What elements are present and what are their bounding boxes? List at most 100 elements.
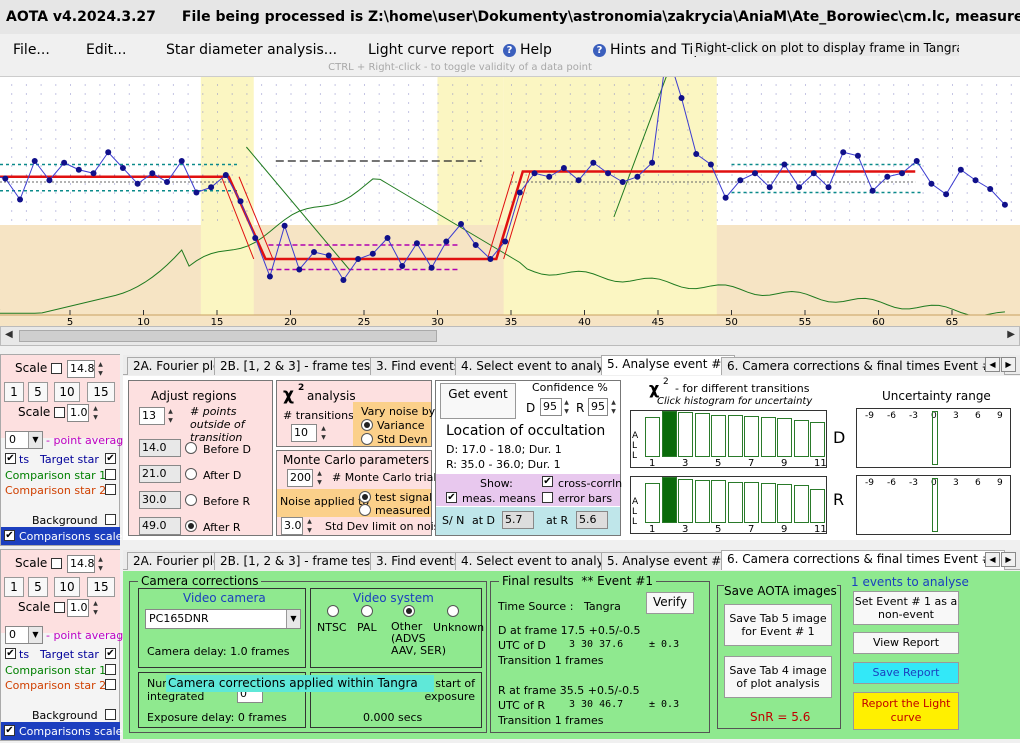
scale2-checkbox-2[interactable] xyxy=(54,602,65,613)
histogram-bar[interactable] xyxy=(777,483,792,523)
scale-input[interactable]: 14.8 xyxy=(67,360,95,378)
histogram-bar[interactable] xyxy=(645,416,660,457)
tab-camera-corrections[interactable]: 6. Camera corrections & final times Even… xyxy=(721,357,1006,375)
scale2-checkbox[interactable] xyxy=(54,407,65,418)
menu-file[interactable]: File... xyxy=(13,42,50,58)
histogram-bar[interactable] xyxy=(744,416,759,457)
before-r-input[interactable]: 30.0 xyxy=(139,491,181,509)
histogram-bar[interactable] xyxy=(777,418,792,457)
measured-radio[interactable] xyxy=(359,504,371,516)
confidence-d-input[interactable]: 95 xyxy=(540,398,562,416)
point-button-10b[interactable]: 10 xyxy=(54,577,80,597)
histogram-bar[interactable] xyxy=(711,480,726,523)
tab-next-icon[interactable]: ▶ xyxy=(1001,552,1016,567)
comps-scaled-checkbox[interactable] xyxy=(4,530,15,541)
histogram-bar[interactable] xyxy=(678,478,693,523)
point-button-5b[interactable]: 5 xyxy=(28,577,48,597)
other-radio[interactable] xyxy=(403,605,415,617)
target-show-checkbox[interactable] xyxy=(105,453,116,464)
histogram-bar[interactable] xyxy=(760,417,776,457)
variance-radio[interactable] xyxy=(361,419,373,431)
scroll-left-icon[interactable]: ◀ xyxy=(5,329,13,340)
scrollbar-thumb[interactable] xyxy=(19,330,437,342)
confidence-r-input[interactable]: 95 xyxy=(588,398,608,416)
after-r-input[interactable]: 49.0 xyxy=(139,517,181,535)
histogram-bar[interactable] xyxy=(793,419,809,457)
comps-scaled-checkbox-2[interactable] xyxy=(4,725,15,736)
background-checkbox[interactable] xyxy=(105,514,116,525)
transitions-spinner[interactable]: ▲ ▼ xyxy=(321,425,326,441)
scale2-input[interactable]: 1.00 xyxy=(67,404,89,422)
error-bars-checkbox[interactable] xyxy=(542,492,553,503)
save-report-button[interactable]: Save Report xyxy=(853,662,959,684)
histogram-bar[interactable] xyxy=(810,422,825,457)
view-report-button[interactable]: View Report xyxy=(853,632,959,654)
light-curve-plot[interactable]: 5 10 15 20 25 30 35 40 45 50 55 60 65 xyxy=(0,76,1020,326)
std-devn-radio[interactable] xyxy=(361,433,373,445)
mc-trials-spinner[interactable]: ▲ ▼ xyxy=(317,470,322,486)
tab-fourier-2[interactable]: 2A. Fourier plot xyxy=(127,552,232,570)
histogram-bar[interactable] xyxy=(711,414,726,457)
comp1-checkbox-2[interactable] xyxy=(105,664,116,675)
before-d-input[interactable]: 14.0 xyxy=(139,439,181,457)
before-d-radio[interactable] xyxy=(185,442,197,454)
tab-analyse-event[interactable]: 5. Analyse event #1 xyxy=(601,355,735,375)
points-outside-input[interactable]: 13 xyxy=(139,407,165,425)
menu-help[interactable]: ? Help xyxy=(503,42,552,58)
tab-find-events[interactable]: 3. Find events xyxy=(370,357,467,375)
points-outside-spinner[interactable]: ▲ ▼ xyxy=(168,408,173,424)
background-checkbox-2[interactable] xyxy=(105,709,116,720)
cross-corr-checkbox[interactable] xyxy=(542,476,553,487)
set-nonevent-button[interactable]: Set Event # 1 as a non-event xyxy=(853,591,959,625)
tab-find-events-2[interactable]: 3. Find events xyxy=(370,552,467,570)
tab-next-icon[interactable]: ▶ xyxy=(1001,357,1016,372)
histogram-bar[interactable] xyxy=(645,482,660,523)
get-event-button[interactable]: Get event xyxy=(440,383,516,419)
histogram-bar[interactable] xyxy=(810,488,825,523)
comps-scaled-row[interactable]: Comparisons scaled xyxy=(1,527,129,545)
histogram-bar[interactable] xyxy=(727,481,743,523)
scale2-spinner-2[interactable]: ▲ ▼ xyxy=(93,600,98,616)
save-tab4-button[interactable]: Save Tab 4 image of plot analysis xyxy=(724,656,832,698)
histogram-bar[interactable] xyxy=(793,484,809,523)
point-button-15b[interactable]: 15 xyxy=(87,577,115,597)
meas-means-checkbox[interactable] xyxy=(446,492,457,503)
histogram-bar[interactable] xyxy=(727,414,743,457)
histogram-bar[interactable] xyxy=(760,482,776,523)
comp2-checkbox-2[interactable] xyxy=(105,679,116,690)
tab-frame-test-2[interactable]: 2B. [1, 2 & 3] - frame test xyxy=(214,552,381,570)
menu-hints[interactable]: ? Hints and Tips xyxy=(593,42,710,58)
target-checkbox[interactable] xyxy=(5,453,16,464)
menu-star-diameter[interactable]: Star diameter analysis... xyxy=(166,42,338,58)
tab-frame-test[interactable]: 2B. [1, 2 & 3] - frame test xyxy=(214,357,381,375)
unknown-radio[interactable] xyxy=(447,605,459,617)
scale-input-2[interactable]: 14.8 xyxy=(67,555,95,573)
tab-analyse-event-2[interactable]: 5. Analyse event #1 xyxy=(601,552,735,570)
scroll-right-icon[interactable]: ▶ xyxy=(1007,329,1015,340)
point-average-select-2[interactable]: 0 ▼ xyxy=(5,626,43,644)
std-limit-spinner[interactable]: ▲ ▼ xyxy=(307,518,312,534)
comp1-checkbox[interactable] xyxy=(105,469,116,480)
confidence-r-spinner[interactable]: ▲ ▼ xyxy=(611,399,616,415)
std-limit-input[interactable]: 3.0 xyxy=(281,517,303,535)
histogram-bar[interactable] xyxy=(661,477,677,523)
mc-trials-input[interactable]: 200 xyxy=(287,469,313,487)
tab-prev-icon[interactable]: ◀ xyxy=(985,552,1000,567)
histogram-bar[interactable] xyxy=(744,482,759,523)
point-button-5[interactable]: 5 xyxy=(28,382,48,402)
plot-scrollbar[interactable]: ◀ ▶ xyxy=(0,326,1020,346)
point-button-1[interactable]: 1 xyxy=(4,382,24,402)
camera-model-select[interactable]: PC165DNR ▼ xyxy=(145,609,301,629)
point-average-select[interactable]: 0 ▼ xyxy=(5,431,43,449)
after-d-radio[interactable] xyxy=(185,468,197,480)
scale2-input-2[interactable]: 1.00 xyxy=(67,599,89,617)
after-r-radio[interactable] xyxy=(185,520,197,532)
plot-canvas[interactable]: 5 10 15 20 25 30 35 40 45 50 55 60 65 xyxy=(0,77,1020,326)
scale-spinner[interactable]: ▲ ▼ xyxy=(98,361,103,377)
save-tab5-button[interactable]: Save Tab 5 image for Event # 1 xyxy=(724,604,832,646)
before-r-radio[interactable] xyxy=(185,494,197,506)
tab-prev-icon[interactable]: ◀ xyxy=(985,357,1000,372)
tab-select-event-2[interactable]: 4. Select event to analyse xyxy=(455,552,624,570)
scale-checkbox-2[interactable] xyxy=(51,558,62,569)
pal-radio[interactable] xyxy=(361,605,373,617)
